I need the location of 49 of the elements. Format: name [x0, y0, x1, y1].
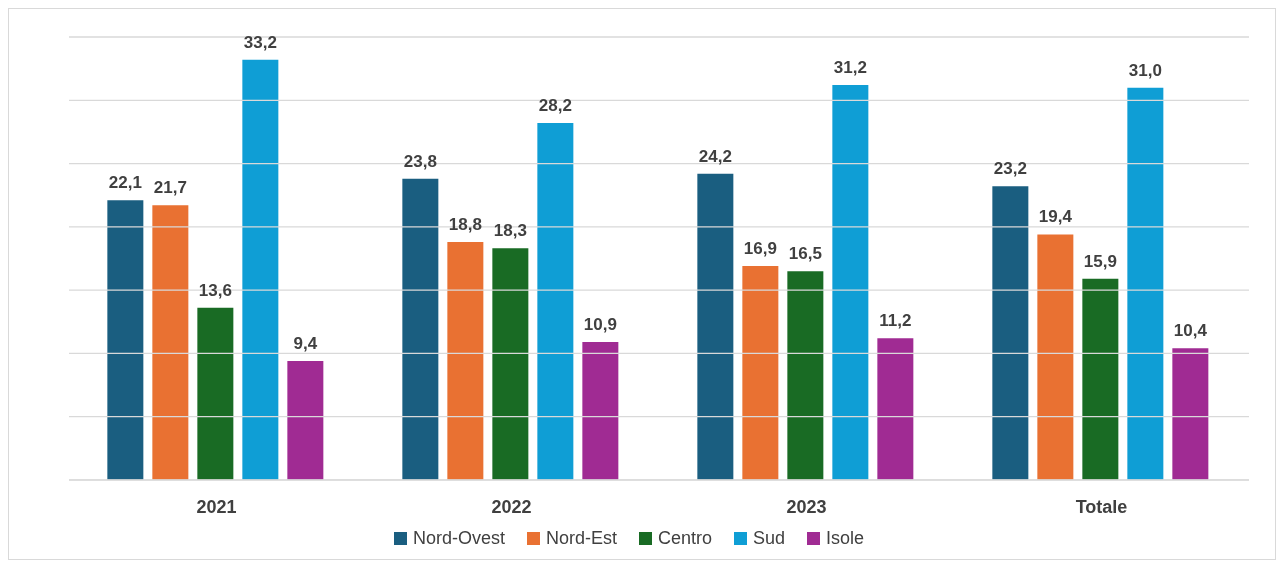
x-tick-label: Totale — [1075, 496, 1128, 517]
data-label: 15,9 — [1083, 251, 1117, 271]
data-label: 16,9 — [743, 239, 777, 259]
data-label: 31,0 — [1128, 60, 1162, 80]
bar — [832, 85, 869, 480]
bar — [447, 242, 484, 480]
bar — [1172, 348, 1209, 480]
x-tick-label: 2022 — [491, 496, 532, 517]
bar — [152, 205, 189, 480]
bar — [877, 338, 914, 480]
bar — [287, 361, 324, 480]
data-label: 16,5 — [788, 244, 822, 264]
data-label: 33,2 — [243, 32, 277, 52]
bar — [402, 178, 439, 480]
bar — [242, 59, 279, 480]
bar — [742, 266, 779, 480]
bar — [1082, 278, 1119, 480]
legend-label: Isole — [826, 528, 865, 549]
bar — [197, 307, 234, 480]
data-label: 24,2 — [698, 146, 732, 166]
data-label: 10,9 — [583, 315, 617, 335]
bar — [697, 173, 734, 480]
bar — [992, 186, 1029, 480]
data-label: 10,4 — [1173, 321, 1208, 341]
data-label: 23,8 — [403, 151, 437, 171]
x-tick-label: 2023 — [786, 496, 827, 517]
bar — [1037, 234, 1074, 480]
data-label: 22,1 — [108, 173, 142, 193]
data-label: 18,8 — [448, 215, 482, 235]
x-tick-label: 2021 — [196, 496, 237, 517]
legend-label: Nord-Ovest — [412, 528, 505, 549]
legend-label: Sud — [753, 528, 786, 549]
bar — [107, 200, 144, 480]
data-label: 19,4 — [1038, 207, 1073, 227]
data-label: 31,2 — [833, 58, 867, 78]
data-label: 28,2 — [538, 96, 572, 116]
legend-label: Centro — [657, 528, 712, 549]
legend-label: Nord-Est — [545, 528, 617, 549]
bar — [582, 342, 619, 480]
bar — [787, 271, 824, 480]
bar — [537, 123, 574, 480]
data-label: 21,7 — [153, 178, 187, 198]
data-label: 9,4 — [293, 334, 318, 354]
data-label: 18,3 — [493, 221, 527, 241]
data-label: 11,2 — [879, 311, 912, 331]
data-label: 13,6 — [198, 280, 232, 300]
bar — [492, 248, 529, 480]
bar — [1127, 87, 1164, 480]
data-label: 23,2 — [993, 159, 1027, 179]
